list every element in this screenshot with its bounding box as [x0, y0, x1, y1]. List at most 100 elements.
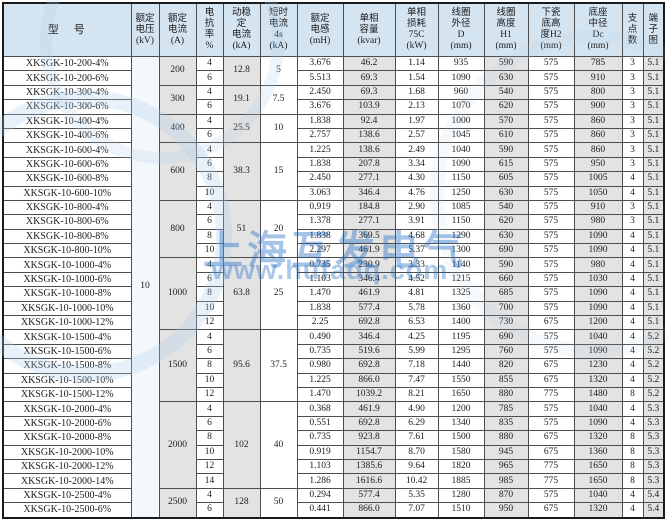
cell-model: XKSGK-10-2000-8%	[2, 430, 132, 446]
cell-dynamic-stability-current: 63.8	[222, 257, 261, 331]
cell-model: XKSGK-10-1500-12%	[2, 386, 132, 403]
table-row: XKSGK-10-2500-6% 6 0.441 866.0 7.07 1510 950 67…	[2, 502, 665, 518]
header-rated-voltage: 额定 电压 (kV)	[130, 2, 160, 57]
table-row: XKSGK-10-2000-12% 12 1.103 1385.6 9.64 1820 96…	[2, 458, 665, 475]
cell-inductance: 3.676	[296, 99, 344, 115]
cell-dc: 910	[573, 70, 623, 86]
cell-diagram: 5.1	[642, 113, 665, 129]
cell-loss: 5.99	[394, 343, 439, 360]
cell-model: XKSGK-10-2500-6%	[2, 502, 132, 518]
table-row: XKSGK-10-300-4% 300 4 19.1 7.5 2.450 69.3 1.68 9…	[2, 84, 665, 115]
cell-capacity: 103.9	[342, 99, 396, 115]
cell-diagram: 5.4	[642, 487, 665, 504]
cell-diagram: 5.1	[642, 185, 665, 201]
cell-capacity: 692.8	[342, 415, 396, 432]
cell-inductance: 1.103	[296, 271, 344, 288]
cell-short-time-current: 7.5	[259, 84, 298, 115]
cell-loss: 1.54	[394, 70, 439, 86]
cell-supports: 3	[621, 127, 644, 144]
cell-inductance: 1.470	[296, 386, 344, 403]
cell-d: 1580	[437, 444, 485, 460]
cell-dc: 950	[573, 156, 623, 173]
cell-loss: 4.81	[394, 286, 439, 302]
cell-diagram: 5.1	[642, 55, 665, 72]
cell-h1: 540	[483, 84, 529, 101]
table-row: XKSGK-10-1500-6% 6 0.735 519.6 5.99 1295 760 57…	[2, 343, 665, 360]
table-row: XKSGK-10-1500-10% 10 1.225 866.0 7.47 1550 855…	[2, 372, 665, 388]
cell-capacity: 369.5	[342, 228, 396, 245]
cell-loss: 8.21	[394, 386, 439, 403]
cell-inductance: 2.25	[296, 315, 344, 331]
cell-model: XKSGK-10-300-4%	[2, 84, 132, 101]
cell-reactance-rate: 6	[195, 214, 224, 230]
cell-model: XKSGK-10-1000-8%	[2, 286, 132, 302]
cell-h2: 675	[527, 315, 575, 331]
header-terminal-diagram: 端 子 图	[642, 2, 665, 57]
header-coil-outer-diameter: 线圈 外径 D (mm)	[437, 2, 485, 57]
cell-reactance-rate: 4	[195, 487, 224, 504]
cell-h2: 575	[527, 401, 575, 417]
cell-h1: 615	[483, 156, 529, 173]
table-row: XKSGK-10-1000-12% 12 2.25 692.8 6.53 1400 730 6…	[2, 315, 665, 331]
cell-loss: 1.68	[394, 84, 439, 101]
cell-model: XKSGK-10-400-4%	[2, 113, 132, 129]
cell-model: XKSGK-10-800-6%	[2, 214, 132, 230]
cell-model: XKSGK-10-600-8%	[2, 171, 132, 187]
cell-d: 1090	[437, 156, 485, 173]
cell-inductance: 0.490	[296, 329, 344, 345]
cell-d: 1195	[437, 329, 485, 345]
cell-model: XKSGK-10-1000-12%	[2, 315, 132, 331]
cell-diagram: 5.1	[642, 286, 665, 302]
cell-diagram: 5.1	[642, 99, 665, 115]
cell-inductance: 0.294	[296, 487, 344, 504]
cell-d: 1550	[437, 372, 485, 388]
cell-rated-current: 800	[158, 199, 197, 259]
cell-h2: 575	[527, 300, 575, 317]
cell-supports: 3	[621, 156, 644, 173]
cell-d: 1215	[437, 271, 485, 288]
table-row: XKSGK-10-600-6% 6 1.838 207.8 3.34 1090 615 575…	[2, 156, 665, 173]
cell-h1: 590	[483, 257, 529, 273]
cell-h1: 820	[483, 358, 529, 374]
cell-model: XKSGK-10-1000-6%	[2, 271, 132, 288]
cell-reactance-rate: 4	[195, 401, 224, 417]
cell-d: 1150	[437, 171, 485, 187]
cell-capacity: 46.2	[342, 55, 396, 72]
cell-dc: 1090	[573, 343, 623, 360]
cell-h1: 590	[483, 142, 529, 158]
cell-h1: 950	[483, 502, 529, 518]
table-row: XKSGK-10-300-6% 6 3.676 103.9 2.13 1070 620 575…	[2, 99, 665, 115]
table-row: XKSGK-10-1000-10% 10 1.838 577.4 5.78 1360 700…	[2, 300, 665, 317]
header-short-time-current: 短时 电流 4s (kA)	[259, 2, 298, 57]
table-row: XKSGK-10-600-8% 8 2.450 277.1 4.30 1150 605 575…	[2, 171, 665, 187]
cell-loss: 5.78	[394, 300, 439, 317]
cell-capacity: 1039.2	[342, 386, 396, 403]
cell-dc: 1030	[573, 271, 623, 288]
cell-inductance: 0.919	[296, 199, 344, 216]
header-single-phase-capacity: 单相 容量 (kvar)	[342, 2, 396, 57]
cell-inductance: 0.441	[296, 502, 344, 518]
cell-capacity: 230.9	[342, 257, 396, 273]
cell-model: XKSGK-10-200-6%	[2, 70, 132, 86]
cell-d: 1885	[437, 473, 485, 489]
cell-reactance-rate: 8	[195, 228, 224, 245]
table-row: XKSGK-10-1500-8% 8 0.980 692.8 7.18 1440 820 67…	[2, 358, 665, 374]
cell-capacity: 923.8	[342, 430, 396, 446]
cell-capacity: 207.8	[342, 156, 396, 173]
table-row: XKSGK-10-2000-8% 8 0.735 923.8 7.61 1500 880 67…	[2, 430, 665, 446]
cell-supports: 3	[621, 214, 644, 230]
cell-supports: 8	[621, 430, 644, 446]
cell-model: XKSGK-10-1500-6%	[2, 343, 132, 360]
cell-diagram: 5.3	[642, 458, 665, 475]
cell-reactance-rate: 10	[195, 444, 224, 460]
cell-capacity: 461.9	[342, 243, 396, 259]
header-single-phase-loss: 单相 损耗 75C (kW)	[394, 2, 439, 57]
cell-loss: 4.68	[394, 228, 439, 245]
cell-h2: 575	[527, 113, 575, 129]
cell-loss: 10.42	[394, 473, 439, 489]
cell-loss: 4.25	[394, 329, 439, 345]
cell-dc: 1090	[573, 300, 623, 317]
cell-model: XKSGK-10-2000-6%	[2, 415, 132, 432]
cell-inductance: 1.225	[296, 372, 344, 388]
